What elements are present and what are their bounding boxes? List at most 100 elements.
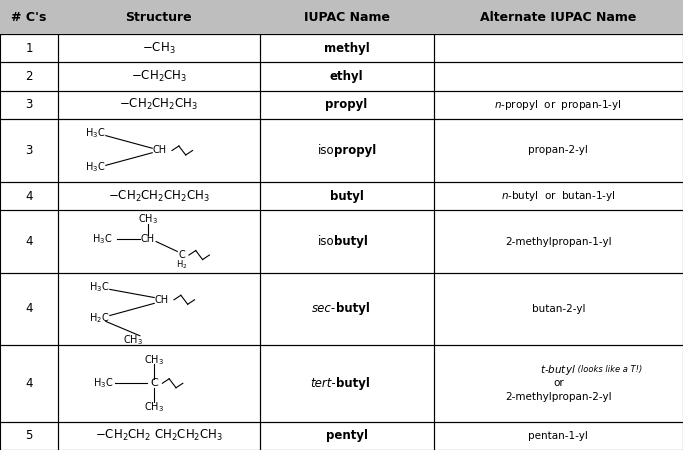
Text: 2-methylpropan-2-yl: 2-methylpropan-2-yl: [505, 392, 612, 402]
Text: C: C: [150, 378, 158, 388]
Bar: [260, 119, 434, 182]
Bar: [434, 63, 683, 90]
Bar: [434, 422, 683, 450]
Text: Structure: Structure: [126, 10, 192, 23]
Text: Alternate IUPAC Name: Alternate IUPAC Name: [480, 10, 637, 23]
Text: ethyl: ethyl: [330, 70, 363, 83]
Text: iso: iso: [318, 144, 334, 157]
Text: propyl: propyl: [326, 98, 367, 111]
Text: 3: 3: [25, 98, 33, 111]
Bar: [58, 119, 260, 182]
Text: CH$_3$: CH$_3$: [123, 333, 143, 347]
Bar: [260, 422, 434, 450]
Text: butyl: butyl: [334, 235, 368, 248]
Text: 5: 5: [25, 429, 33, 442]
Bar: [0, 273, 58, 345]
Text: 4: 4: [25, 235, 33, 248]
Text: 3: 3: [25, 144, 33, 157]
Bar: [260, 34, 434, 63]
Bar: [260, 63, 434, 90]
Text: $-$CH$_2$CH$_2$CH$_2$CH$_3$: $-$CH$_2$CH$_2$CH$_2$CH$_3$: [108, 189, 210, 204]
Bar: [0, 211, 58, 273]
Text: H$_3$C: H$_3$C: [89, 280, 109, 294]
Text: butyl: butyl: [336, 302, 370, 315]
Bar: [0, 63, 58, 90]
Text: H$_2$C: H$_2$C: [89, 311, 109, 324]
Text: 2-methylpropan-1-yl: 2-methylpropan-1-yl: [505, 237, 612, 247]
Bar: [434, 119, 683, 182]
Bar: [58, 34, 260, 63]
Bar: [0, 0, 58, 34]
Bar: [434, 273, 683, 345]
Bar: [260, 273, 434, 345]
Text: $-$CH$_2$CH$_3$: $-$CH$_2$CH$_3$: [130, 69, 187, 84]
Text: H$_2$: H$_2$: [176, 259, 188, 271]
Text: butan-2-yl: butan-2-yl: [531, 304, 585, 314]
Text: 1: 1: [25, 42, 33, 55]
Text: $n$-propyl  or  propan-1-yl: $n$-propyl or propan-1-yl: [494, 98, 622, 112]
Text: CH$_3$: CH$_3$: [138, 212, 158, 226]
Text: 2: 2: [25, 70, 33, 83]
Text: H$_3$C: H$_3$C: [85, 126, 105, 140]
Text: propyl: propyl: [334, 144, 376, 157]
Bar: [434, 34, 683, 63]
Text: H$_3$C: H$_3$C: [92, 232, 113, 246]
Text: iso: iso: [318, 235, 334, 248]
Bar: [58, 0, 260, 34]
Text: pentyl: pentyl: [326, 429, 367, 442]
Bar: [0, 0, 58, 34]
Bar: [0, 182, 58, 211]
Text: H$_3$C: H$_3$C: [85, 161, 105, 175]
Text: CH$_3$: CH$_3$: [144, 400, 164, 414]
Bar: [58, 345, 260, 422]
Bar: [434, 182, 683, 211]
Text: CH: CH: [141, 234, 155, 244]
Text: $t$-butyl: $t$-butyl: [540, 363, 576, 377]
Text: CH: CH: [155, 295, 169, 305]
Text: 4: 4: [25, 302, 33, 315]
Bar: [58, 211, 260, 273]
Bar: [58, 182, 260, 211]
Text: # C's: # C's: [12, 10, 46, 23]
Text: $-$CH$_2$CH$_2$ CH$_2$CH$_2$CH$_3$: $-$CH$_2$CH$_2$ CH$_2$CH$_2$CH$_3$: [95, 428, 223, 443]
Bar: [434, 0, 683, 34]
Text: C: C: [179, 250, 186, 260]
Text: $-$CH$_3$: $-$CH$_3$: [142, 40, 176, 56]
Text: CH$_3$: CH$_3$: [144, 353, 164, 367]
Text: $-$CH$_2$CH$_2$CH$_3$: $-$CH$_2$CH$_2$CH$_3$: [120, 97, 198, 112]
Text: methyl: methyl: [324, 42, 370, 55]
Text: CH: CH: [153, 145, 167, 156]
Bar: [0, 90, 58, 119]
Bar: [260, 0, 434, 34]
Text: propan-2-yl: propan-2-yl: [529, 145, 588, 156]
Bar: [260, 182, 434, 211]
Text: pentan-1-yl: pentan-1-yl: [529, 431, 588, 441]
Bar: [434, 345, 683, 422]
Text: or: or: [553, 378, 563, 388]
Bar: [0, 34, 58, 63]
Text: 4: 4: [25, 377, 33, 390]
Bar: [260, 0, 434, 34]
Bar: [434, 0, 683, 34]
Bar: [58, 90, 260, 119]
Bar: [58, 63, 260, 90]
Bar: [58, 0, 260, 34]
Text: 4: 4: [25, 190, 33, 203]
Bar: [58, 273, 260, 345]
Bar: [260, 90, 434, 119]
Bar: [0, 345, 58, 422]
Text: H$_3$C: H$_3$C: [93, 376, 113, 390]
Bar: [0, 422, 58, 450]
Bar: [434, 211, 683, 273]
Bar: [58, 422, 260, 450]
Text: $n$-butyl  or  butan-1-yl: $n$-butyl or butan-1-yl: [501, 189, 616, 203]
Text: IUPAC Name: IUPAC Name: [304, 10, 389, 23]
Text: (looks like a T!): (looks like a T!): [575, 365, 643, 374]
Text: tert-: tert-: [310, 377, 336, 390]
Bar: [260, 345, 434, 422]
Bar: [0, 119, 58, 182]
Text: butyl: butyl: [336, 377, 370, 390]
Bar: [260, 211, 434, 273]
Text: sec-: sec-: [311, 302, 336, 315]
Text: butyl: butyl: [330, 190, 363, 203]
